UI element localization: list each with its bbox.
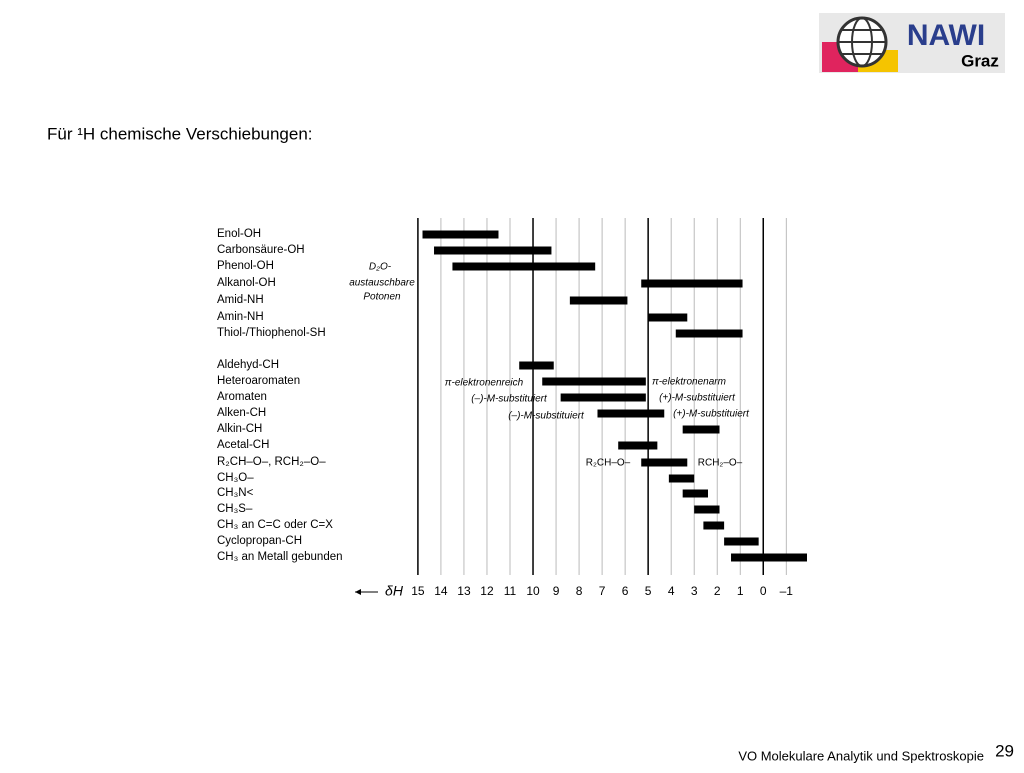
x-tick-label: 2: [714, 584, 721, 598]
x-tick-label: 15: [411, 584, 425, 598]
range-bar: [452, 262, 596, 271]
logo: NAWI Graz: [819, 13, 1005, 73]
row-label: CH₃S–: [217, 503, 253, 515]
x-axis-label: δH: [385, 583, 404, 599]
range-bar: [422, 230, 499, 239]
row-label: Alkin-CH: [217, 423, 262, 435]
range-bar: [682, 425, 720, 434]
row-label: CH₃ an C=C oder C=X: [217, 519, 333, 531]
x-tick-label: 0: [760, 584, 767, 598]
axis-arrow-head: [355, 589, 361, 595]
range-bar: [542, 377, 646, 386]
annotation: D₂O-: [369, 262, 392, 273]
x-tick-label: 12: [480, 584, 494, 598]
range-bar: [703, 521, 725, 530]
row-label: CH₃O–: [217, 472, 254, 484]
x-tick-label: 3: [691, 584, 698, 598]
range-bar: [560, 393, 646, 402]
x-tick-label: 6: [622, 584, 629, 598]
row-label: Aromaten: [217, 391, 267, 403]
logo-text: Graz: [961, 51, 999, 70]
logo-text: NAWI: [907, 19, 985, 52]
row-label: Alken-CH: [217, 407, 266, 419]
x-tick-label: 5: [645, 584, 652, 598]
x-tick-label: –1: [780, 584, 794, 598]
page-number: 29: [995, 741, 1014, 760]
row-label: CH₃N<: [217, 487, 254, 499]
annotation: (–)-M-substituiert: [508, 411, 585, 422]
range-bar: [731, 553, 807, 562]
range-bar: [569, 296, 628, 305]
row-label: R₂CH–O–, RCH₂–O–: [217, 456, 326, 468]
label-panel: [211, 220, 341, 572]
range-bar: [618, 441, 658, 450]
range-bar: [641, 279, 743, 288]
range-bar: [724, 537, 759, 546]
row-label: Heteroaromaten: [217, 375, 300, 387]
slide-title: Für ¹H chemische Verschiebungen:: [47, 124, 313, 143]
row-label: Enol-OH: [217, 228, 261, 240]
range-bar: [519, 361, 554, 370]
row-label: Acetal-CH: [217, 439, 269, 451]
range-bar: [641, 458, 688, 467]
range-bar: [648, 313, 688, 322]
annotation: π-elektronenreich: [445, 378, 524, 389]
annotation: R₂CH–O–: [586, 458, 631, 469]
row-label: Carbonsäure-OH: [217, 244, 305, 256]
x-tick-label: 14: [434, 584, 448, 598]
row-label: Aldehyd-CH: [217, 359, 279, 371]
x-tick-label: 13: [457, 584, 471, 598]
range-bar: [682, 489, 708, 498]
row-label: Phenol-OH: [217, 260, 274, 272]
range-bar: [597, 409, 665, 418]
x-tick-label: 7: [599, 584, 606, 598]
range-bar: [434, 246, 552, 255]
row-label: Thiol-/Thiophenol-SH: [217, 327, 326, 339]
annotation: Potonen: [363, 292, 401, 303]
row-label: Amid-NH: [217, 294, 264, 306]
row-label: Cyclopropan-CH: [217, 535, 302, 547]
x-tick-label: 8: [576, 584, 583, 598]
annotation: (+)-M-substituiert: [673, 409, 750, 420]
x-tick-label: 11: [504, 584, 517, 598]
annotation: austauschbare: [349, 278, 415, 289]
range-bar: [694, 505, 720, 514]
annotation: π-elektronenarm: [652, 377, 726, 388]
range-bar: [668, 474, 695, 483]
x-tick-label: 9: [553, 584, 560, 598]
annotation: (+)-M-substituiert: [659, 393, 736, 404]
x-tick-label: 10: [526, 584, 540, 598]
x-tick-label: 4: [668, 584, 675, 598]
range-bar: [675, 329, 743, 338]
x-tick-label: 1: [737, 584, 744, 598]
annotation: RCH₂–O–: [698, 458, 743, 469]
row-label: Alkanol-OH: [217, 277, 276, 289]
chart: 15 14 13 12 11 10 9 8 7 6 5 4 3 2 1 0 –1δHEnol-OHCarbons…: [211, 218, 807, 599]
row-label: CH₃ an Metall gebunden: [217, 551, 343, 563]
annotation: (–)-M-substituiert: [471, 394, 548, 405]
footer: VO Molekulare Analytik und Spektroskopie: [738, 748, 984, 763]
row-label: Amin-NH: [217, 311, 264, 323]
